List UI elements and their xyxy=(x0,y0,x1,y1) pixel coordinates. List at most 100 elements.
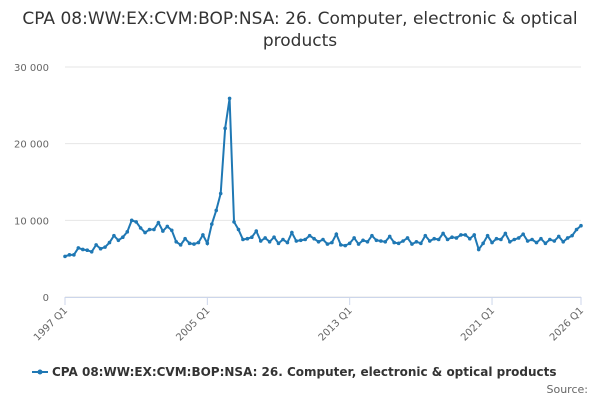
marker xyxy=(183,236,187,241)
marker xyxy=(539,236,543,241)
marker xyxy=(494,236,499,241)
marker xyxy=(89,249,94,254)
marker xyxy=(76,246,81,250)
marker xyxy=(338,243,343,247)
marker xyxy=(548,237,552,242)
marker xyxy=(152,227,156,232)
marker xyxy=(94,243,98,247)
marker xyxy=(272,235,276,239)
marker xyxy=(579,223,583,228)
y-tick-label: 10 000 xyxy=(14,216,49,227)
marker xyxy=(67,253,72,257)
marker xyxy=(347,241,352,246)
marker xyxy=(454,236,459,240)
marker xyxy=(156,220,161,225)
marker xyxy=(534,240,539,245)
marker xyxy=(436,237,441,242)
marker xyxy=(165,224,170,229)
marker xyxy=(63,254,67,259)
marker xyxy=(383,240,388,244)
marker xyxy=(290,230,294,235)
marker xyxy=(161,229,165,233)
marker xyxy=(192,242,196,246)
marker xyxy=(356,242,361,246)
marker xyxy=(254,229,259,233)
marker xyxy=(267,240,272,244)
marker xyxy=(445,237,450,242)
marker xyxy=(174,240,179,244)
marker xyxy=(343,243,348,248)
marker xyxy=(365,240,370,244)
line xyxy=(64,98,582,258)
marker xyxy=(467,236,472,241)
marker xyxy=(107,240,112,245)
marker xyxy=(276,241,281,246)
marker xyxy=(112,233,116,238)
marker xyxy=(250,235,254,239)
marker xyxy=(236,227,241,232)
marker xyxy=(512,237,517,242)
marker xyxy=(187,241,192,246)
marker xyxy=(552,239,557,243)
y-tick-label: 30 000 xyxy=(14,63,49,74)
marker xyxy=(516,236,521,240)
marker xyxy=(525,239,530,243)
marker xyxy=(508,240,512,244)
marker xyxy=(125,230,130,234)
marker xyxy=(294,239,299,243)
marker xyxy=(178,243,183,247)
marker xyxy=(143,230,147,235)
marker xyxy=(410,242,414,246)
marker xyxy=(116,238,121,243)
marker xyxy=(450,235,454,239)
marker xyxy=(85,248,90,253)
marker xyxy=(379,239,383,243)
marker xyxy=(574,227,579,232)
x-tick-label: 2026 Q1 xyxy=(548,305,586,343)
marker xyxy=(556,234,561,239)
marker xyxy=(321,237,325,242)
marker xyxy=(334,232,339,236)
marker xyxy=(361,238,365,243)
marker xyxy=(312,236,316,241)
series xyxy=(63,96,583,259)
marker xyxy=(374,238,379,243)
marker xyxy=(370,233,374,238)
marker xyxy=(285,240,290,245)
marker xyxy=(196,240,201,245)
marker xyxy=(543,241,548,246)
source: Source: xyxy=(547,383,589,396)
marker xyxy=(103,245,107,249)
marker xyxy=(414,240,419,244)
marker xyxy=(241,237,245,242)
y-tick-label: 20 000 xyxy=(14,140,49,151)
marker xyxy=(325,242,330,246)
marker xyxy=(218,191,223,196)
marker xyxy=(392,240,396,245)
marker xyxy=(298,238,303,243)
marker xyxy=(472,233,477,237)
marker xyxy=(281,237,285,242)
legend-marker xyxy=(37,369,43,375)
marker xyxy=(330,240,334,245)
chart-title: CPA 08:WW:EX:CVM:BOP:NSA: 26. Computer, … xyxy=(22,9,578,51)
marker xyxy=(490,240,494,245)
marker xyxy=(258,239,263,243)
marker xyxy=(227,96,232,101)
marker xyxy=(214,208,219,213)
marker xyxy=(441,231,445,236)
marker xyxy=(432,236,437,241)
marker xyxy=(405,236,410,240)
marker xyxy=(476,247,481,252)
x-tick-label: 2005 Q1 xyxy=(174,305,212,343)
x-tick-label: 1997 Q1 xyxy=(32,305,70,343)
marker xyxy=(387,234,392,239)
marker xyxy=(169,228,174,233)
marker xyxy=(423,233,428,238)
marker xyxy=(485,233,490,238)
marker xyxy=(209,222,214,226)
marker xyxy=(303,237,308,242)
marker xyxy=(459,233,463,237)
